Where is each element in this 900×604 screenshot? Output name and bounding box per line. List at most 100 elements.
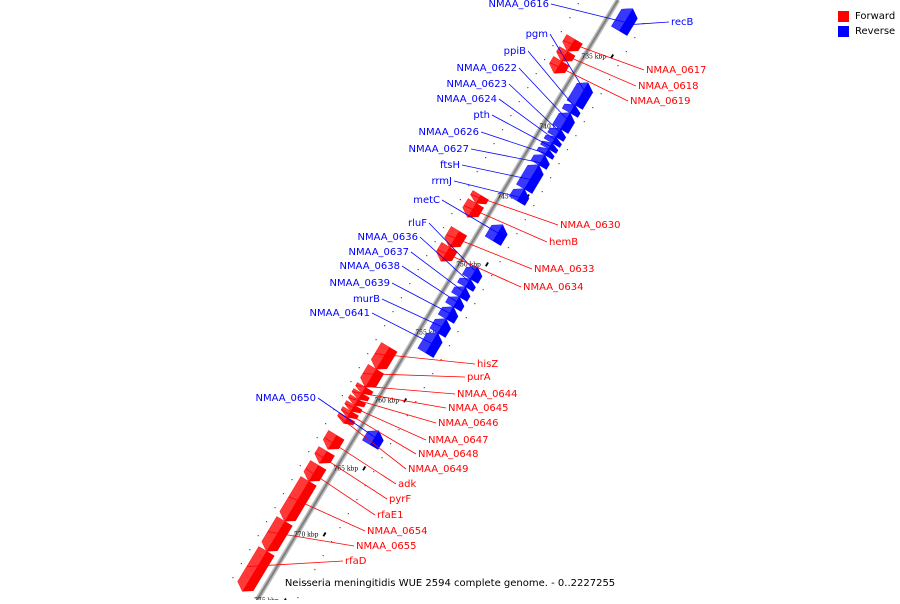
gene-arrow-nmaa_0645 [351,388,370,402]
minor-tick [575,135,577,137]
minor-tick [434,241,436,243]
gene-arrow-nmaa_0641 [417,332,443,358]
minor-tick [476,171,478,173]
leader-line [556,51,637,87]
leader-line [410,251,471,297]
gene-shade [485,224,503,241]
minor-tick [600,93,602,95]
leader-line [374,353,476,365]
gene-shade [451,286,466,297]
leader-line [549,62,629,102]
tick-label: 750 kbp [456,261,481,268]
gene-shade [352,388,362,400]
minor-tick [566,149,569,151]
minor-tick [322,555,324,557]
major-tick [322,532,327,537]
minor-tick [592,107,594,109]
gene-shade [337,412,348,424]
gene-arrow-nmaa_0636 [457,277,476,292]
leader-line [498,98,562,145]
gene-arrow-nmaa_0624 [543,134,562,148]
leader-line [288,496,366,532]
leader-line [480,131,555,157]
minor-tick [406,415,408,417]
gene-label-adk: adk [398,479,416,490]
leader-line [324,437,397,485]
minor-tick [465,317,467,319]
minor-tick [459,199,461,201]
minor-tick [232,577,234,579]
minor-tick [291,479,293,481]
minor-tick [415,401,417,403]
tick-label: 770 kbp [294,531,319,538]
gene-label-pgm: pgm [526,29,548,40]
minor-tick [274,507,276,509]
leader-line [391,282,458,318]
tick-label: 735 kbp [581,53,606,60]
leader-line [371,312,440,348]
gene-label-pyrf: pyrF [389,494,411,505]
minor-tick [609,79,611,81]
leader-line [491,114,559,151]
gene-label-nmaa_0649: NMAA_0649 [408,464,469,475]
leader-line [550,3,634,25]
gene-shade [417,332,438,353]
minor-tick [625,51,627,53]
gene-shade [314,446,327,464]
gene-label-rfae1: rfaE1 [377,510,403,521]
gene-arrow-rfad [237,546,275,592]
gene-label-nmaa_0637: NMAA_0637 [348,247,409,258]
leader-line [470,148,550,165]
minor-tick [299,465,301,467]
minor-tick [367,353,369,355]
minor-tick [510,115,512,117]
gene-arrow-nmaa_0622 [552,112,575,134]
leader-line [315,452,388,500]
gene-label-nmaa_0645: NMAA_0645 [448,403,509,414]
gene-label-nmaa_0634: NMAA_0634 [523,282,584,293]
leader-line [446,234,533,270]
gene-label-hisz: hisZ [477,359,498,370]
minor-tick [440,359,442,361]
gene-label-nmaa_0623: NMAA_0623 [446,79,507,90]
gene-shade [348,394,358,406]
minor-tick [583,121,585,123]
gene-shade [445,296,460,307]
major-tick [362,466,367,471]
leader-line [351,391,447,409]
leader-line [518,67,574,126]
minor-tick [297,597,299,599]
gene-label-hemb: hemB [549,237,578,248]
leader-line [246,560,344,567]
tick-label: 755 kbp [415,329,440,336]
gene-label-nmaa_0636: NMAA_0636 [357,232,418,243]
backbone-layer [254,0,621,602]
gene-arrow-nmaa_0630 [470,190,489,205]
gene-arrow-nmaa_0617 [562,34,583,52]
minor-tick [457,331,459,333]
legend-label-reverse: Reverse [855,26,896,37]
gene-label-nmaa_0639: NMAA_0639 [329,278,390,289]
minor-tick [499,261,501,263]
gene-shade [429,318,446,333]
leader-line [344,403,427,441]
gene-label-nmaa_0633: NMAA_0633 [534,264,595,275]
minor-tick [400,297,402,299]
gene-label-rfad: rfaD [345,556,367,567]
gene-label-metc: metC [413,195,440,206]
minor-tick [347,513,349,515]
minor-tick [356,499,358,501]
minor-tick [533,205,535,207]
gene-arrow-hemb [462,198,485,218]
minor-tick [350,381,352,383]
gene-shade [323,430,337,450]
gene-label-nmaa_0641: NMAA_0641 [309,308,370,319]
leader-line [337,415,407,470]
minor-tick [552,45,554,47]
forward-swatch [838,11,849,22]
minor-tick [451,213,453,215]
gene-arrow-nmaa_0639 [437,306,459,324]
leader-line [348,397,437,424]
gene-label-murb: murB [353,294,380,305]
